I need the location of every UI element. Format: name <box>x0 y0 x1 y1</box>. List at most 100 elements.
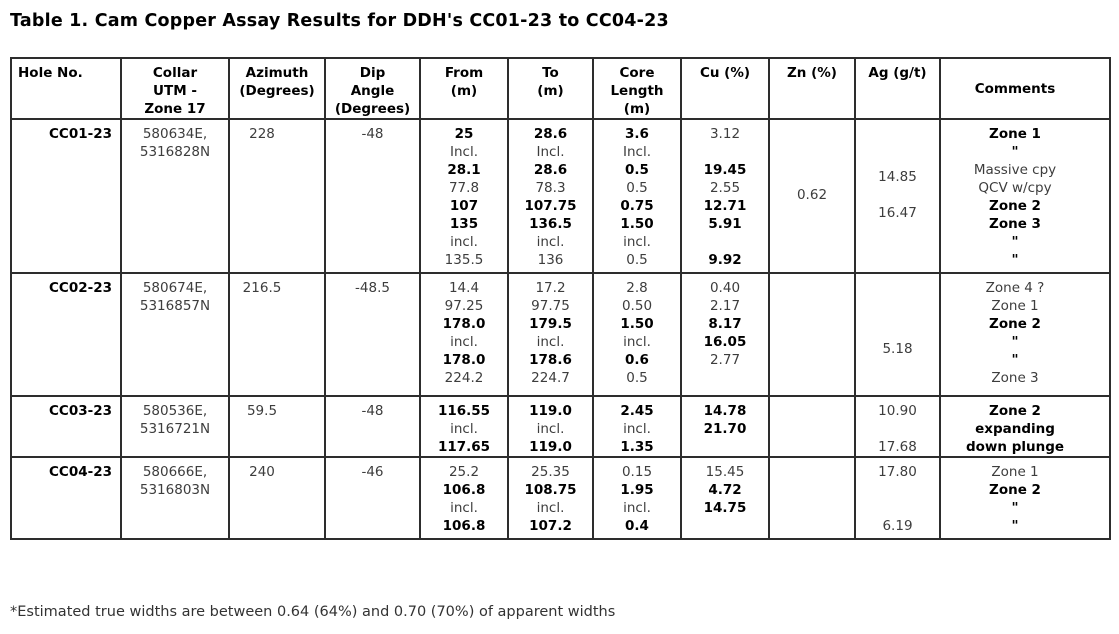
cell-comments: Zone 4 ? Zone 1 Zone 2 " " Zone 3 <box>939 272 1111 397</box>
assay-results-table: Hole No. Collar UTM - Zone 17 Azimuth (Degree… <box>10 57 1111 540</box>
header-line: (m) <box>623 101 651 117</box>
header-line: Cu (%) <box>699 65 751 81</box>
cell-core-value: incl. <box>623 500 651 516</box>
column-header-core: Core Length (m) <box>592 57 682 120</box>
cell-lines: 2.45 incl. 1.35 <box>594 402 680 456</box>
cell-core-value: 0.5 <box>626 370 648 386</box>
cell-comments-value: Zone 3 <box>991 370 1039 386</box>
cell-lines: 25.35 108.75 incl. 107.2 <box>509 463 592 535</box>
cell-comments: Zone 2 expanding down plunge <box>939 395 1111 458</box>
cell-to: 25.35 108.75 incl. 107.2 <box>507 456 594 540</box>
cell-cu-value: 15.45 <box>705 464 745 480</box>
column-header-to: To (m) <box>507 57 594 120</box>
cell-cu-value: 16.05 <box>703 334 747 350</box>
cell-hole: CC03-23 <box>10 395 122 458</box>
cell-from: 116.55 incl. 117.65 <box>419 395 509 458</box>
cell-collar-value: 580536E, <box>142 403 208 419</box>
column-header-ag: Ag (g/t) <box>854 57 941 120</box>
cell-lines: 17.2 97.75 179.5 incl. 178.6 224.7 <box>509 279 592 387</box>
cell-from-value: 117.65 <box>437 439 491 455</box>
cell-core-value: incl. <box>623 234 651 250</box>
cell-comments-value: Zone 2 <box>989 198 1041 214</box>
cell-lines: Zone 1 Zone 2 " " <box>941 463 1109 535</box>
cell-lines: Zone 4 ? Zone 1 Zone 2 " " Zone 3 <box>941 279 1109 387</box>
column-header-collar: Collar UTM - Zone 17 <box>120 57 230 120</box>
header-line: Comments <box>974 81 1056 97</box>
footnote-text: *Estimated true widths are between 0.64 … <box>10 604 616 620</box>
cell-core-value: 0.15 <box>621 464 653 480</box>
cell-collar-value: 5316721N <box>139 421 211 437</box>
cell-core: 2.45 incl. 1.35 <box>592 395 682 458</box>
cell-azimuth-value: 228 <box>249 126 275 142</box>
cell-collar-value: 5316828N <box>139 144 211 160</box>
cell-lines: 0.62 <box>770 125 854 269</box>
cell-lines: 116.55 incl. 117.65 <box>421 402 507 456</box>
cell-lines: -48 <box>326 125 419 269</box>
cell-dip-value: -48 <box>361 126 384 142</box>
cell-from: 14.4 97.25 178.0 incl. 178.0 224.2 <box>419 272 509 397</box>
header-line: Dip <box>359 65 386 81</box>
cell-comments-value: Massive cpy <box>973 162 1057 178</box>
cell-core: 0.15 1.95 incl. 0.4 <box>592 456 682 540</box>
cell-comments-value: Zone 2 <box>989 316 1041 332</box>
cell-lines: -48.5 <box>326 279 419 387</box>
cell-from-value: incl. <box>450 500 478 516</box>
cell-core-value: 2.45 <box>620 403 654 419</box>
cell-lines: 580634E, 5316828N <box>122 125 228 269</box>
header-line: To <box>542 65 559 81</box>
cell-lines: 28.6 Incl. 28.6 78.3 107.75 136.5 incl. 136 <box>509 125 592 269</box>
cell-core: 3.6 Incl. 0.5 0.5 0.75 1.50 incl. 0.5 <box>592 118 682 274</box>
cell-comments-value: " <box>1011 144 1019 160</box>
cell-hole-value: CC01-23 <box>49 126 112 142</box>
cell-core-value: 1.95 <box>620 482 654 498</box>
cell-from: 25.2 106.8 incl. 106.8 <box>419 456 509 540</box>
cell-from-value: 25.2 <box>448 464 480 480</box>
cell-cu-value: 19.45 <box>703 162 747 178</box>
cell-azimuth: 228 <box>228 118 326 274</box>
cell-core-value: 3.6 <box>625 126 649 142</box>
table-body: CC01-23 580634E, 5316828N 228 -48 25 Incl. 28.1… <box>10 118 1111 540</box>
cell-cu-value: 12.71 <box>703 198 747 214</box>
cell-from-value: 224.2 <box>444 370 484 386</box>
cell-lines: 14.85 16.47 <box>856 125 939 269</box>
cell-core-value: 0.5 <box>625 162 649 178</box>
cell-comments: Zone 1 Zone 2 " " <box>939 456 1111 540</box>
cell-cu-value: 2.55 <box>709 180 741 196</box>
cell-to-value: 28.6 <box>533 126 568 142</box>
cell-from-value: incl. <box>450 334 478 350</box>
cell-collar-value: 580674E, <box>142 280 208 296</box>
cell-collar: 580674E, 5316857N <box>120 272 230 397</box>
cell-comments-value: " <box>1011 500 1019 516</box>
cell-comments-value: " <box>1011 234 1019 250</box>
header-line: Ag (g/t) <box>868 65 927 81</box>
cell-dip: -48.5 <box>324 272 421 397</box>
cell-from-value: 77.8 <box>448 180 480 196</box>
cell-comments-value: " <box>1011 352 1019 368</box>
column-header-dip: Dip Angle (Degrees) <box>324 57 421 120</box>
column-header-hole: Hole No. <box>10 57 122 120</box>
cell-core-value: 1.50 <box>620 216 654 232</box>
cell-to: 17.2 97.75 179.5 incl. 178.6 224.7 <box>507 272 594 397</box>
cell-to-value: 224.7 <box>531 370 570 386</box>
cell-cu-value: 8.17 <box>708 316 742 332</box>
cell-hole: CC04-23 <box>10 456 122 540</box>
cell-from-value: 116.55 <box>437 403 491 419</box>
cell-ag-value: 17.80 <box>878 464 917 480</box>
column-header-azimuth: Azimuth (Degrees) <box>228 57 326 120</box>
column-header-cu: Cu (%) <box>680 57 770 120</box>
cell-cu: 15.45 4.72 14.75 <box>680 456 770 540</box>
header-line: Angle <box>350 83 395 99</box>
cell-comments-value: " <box>1011 252 1019 268</box>
cell-to-value: 97.75 <box>531 298 570 314</box>
cell-from-value: incl. <box>450 421 478 437</box>
cell-lines: 580536E, 5316721N <box>122 402 228 456</box>
cell-ag: 10.90 17.68 <box>854 395 941 458</box>
header-line: (Degrees) <box>239 83 315 99</box>
cell-comments-value: Zone 1 <box>989 126 1041 142</box>
cell-to-value: 28.6 <box>533 162 568 178</box>
cell-lines: 240 <box>230 463 324 535</box>
cell-lines: Zone 1 " Massive cpy QCV w/cpy Zone 2 Zone 3 "… <box>941 125 1109 269</box>
table-row-CC03-23: CC03-23 580536E, 5316721N 59.5 -48 116.55 incl… <box>10 395 1111 458</box>
cell-comments-value: Zone 3 <box>989 216 1041 232</box>
